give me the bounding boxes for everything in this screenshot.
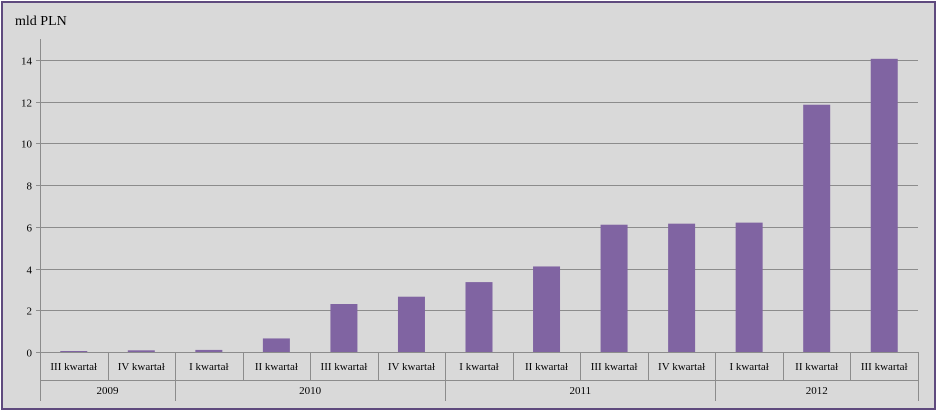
bar — [803, 104, 831, 352]
y-tick-label: 6 — [27, 223, 33, 235]
y-axis-label: mld PLN — [15, 14, 67, 29]
x-category-label: I kwartał — [459, 361, 498, 373]
x-group-label: 2009 — [97, 385, 120, 397]
bar — [668, 223, 696, 352]
x-category-label: IV kwartał — [118, 361, 165, 373]
x-category-label: II kwartał — [795, 361, 838, 373]
y-tick-label: 2 — [27, 306, 33, 318]
x-category-label: II kwartał — [255, 361, 298, 373]
bar — [600, 224, 628, 352]
x-group-label: 2012 — [806, 385, 828, 397]
y-tick-label: 12 — [21, 98, 32, 110]
bar — [735, 222, 763, 352]
bar — [533, 266, 561, 352]
x-category-label: I kwartał — [729, 361, 768, 373]
x-category-label: II kwartał — [525, 361, 568, 373]
x-group-label: 2011 — [570, 385, 592, 397]
x-category-label: III kwartał — [321, 361, 368, 373]
y-tick-label: 10 — [21, 139, 33, 151]
y-tick-label: 0 — [27, 348, 33, 360]
bar — [195, 349, 223, 352]
bar — [60, 351, 88, 352]
bar-chart: mld PLN 0 2 4 6 8 10 12 14 III kwartał IV kwartał… — [15, 14, 919, 401]
bar — [465, 282, 493, 352]
x-group-label: 2010 — [299, 385, 322, 397]
bar — [127, 350, 155, 352]
y-tick-label: 4 — [27, 265, 33, 277]
bar — [262, 338, 290, 352]
bar — [330, 304, 358, 352]
x-category-label: III kwartał — [591, 361, 638, 373]
bar — [397, 296, 425, 352]
y-tick-label: 8 — [27, 181, 33, 193]
x-category-label: III kwartał — [861, 361, 908, 373]
x-category-label: IV kwartał — [658, 361, 705, 373]
x-category-label: IV kwartał — [388, 361, 435, 373]
x-category-label: III kwartał — [50, 361, 97, 373]
y-tick-label: 14 — [21, 56, 33, 68]
x-category-label: I kwartał — [189, 361, 228, 373]
bar — [870, 58, 898, 352]
